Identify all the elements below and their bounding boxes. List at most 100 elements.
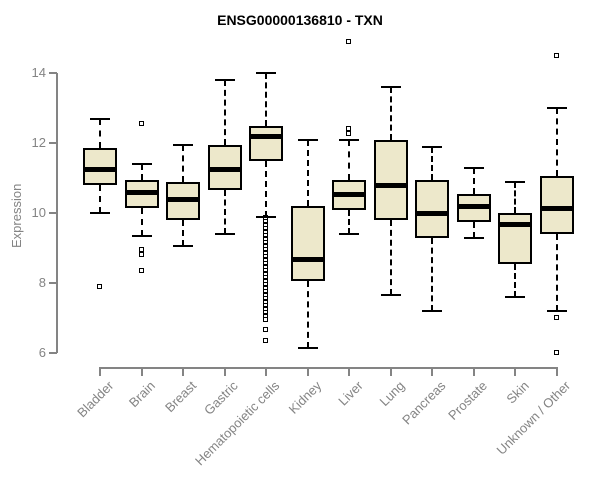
whisker-lower bbox=[389, 220, 392, 296]
whisker-cap-top bbox=[297, 138, 318, 141]
outlier-point bbox=[263, 215, 268, 221]
median-line bbox=[373, 183, 408, 188]
whisker-lower bbox=[182, 220, 184, 247]
x-axis-tick bbox=[140, 369, 143, 376]
outlier-point bbox=[263, 278, 268, 284]
outlier-point bbox=[263, 281, 268, 287]
outlier-point bbox=[346, 126, 351, 131]
y-axis-tick bbox=[48, 72, 57, 74]
outlier-point bbox=[263, 302, 268, 308]
box bbox=[290, 206, 325, 282]
outlier-point bbox=[263, 257, 268, 263]
whisker-upper bbox=[306, 139, 309, 206]
outlier-point bbox=[263, 264, 268, 270]
outlier-point bbox=[263, 292, 268, 298]
outlier-point bbox=[263, 274, 268, 280]
x-axis-tick bbox=[99, 369, 101, 376]
outlier-point bbox=[346, 38, 351, 44]
whisker-cap-top bbox=[90, 117, 110, 120]
outlier-point bbox=[263, 222, 268, 228]
whisker-lower bbox=[514, 263, 516, 297]
outlier-point bbox=[263, 225, 268, 231]
median-line bbox=[249, 134, 283, 139]
whisker-cap-bottom bbox=[463, 236, 484, 239]
whisker-lower bbox=[431, 237, 433, 311]
whisker-cap-top bbox=[463, 166, 484, 169]
category-label: Liver bbox=[335, 378, 366, 409]
whisker-upper bbox=[389, 87, 392, 140]
whisker-cap-top bbox=[422, 145, 442, 148]
box bbox=[415, 179, 449, 238]
box bbox=[498, 213, 532, 264]
outlier-point bbox=[263, 267, 268, 273]
whisker-upper bbox=[140, 164, 143, 180]
outlier-point bbox=[138, 120, 144, 126]
whisker-cap-top bbox=[214, 79, 235, 81]
outlier-point bbox=[553, 52, 559, 58]
box bbox=[83, 148, 117, 185]
whisker-cap-top bbox=[339, 138, 359, 141]
outlier-point bbox=[553, 315, 559, 320]
whisker-upper bbox=[472, 167, 475, 194]
whisker-cap-bottom bbox=[339, 233, 359, 235]
median-line bbox=[332, 191, 366, 197]
outlier-point bbox=[346, 131, 351, 137]
outlier-point bbox=[138, 246, 144, 252]
x-axis-tick bbox=[182, 369, 184, 376]
outlier-point bbox=[263, 306, 268, 312]
whisker-cap-bottom bbox=[173, 245, 193, 248]
outlier-point bbox=[263, 253, 268, 259]
box bbox=[373, 139, 408, 220]
outlier-point bbox=[263, 295, 268, 301]
box bbox=[539, 176, 574, 234]
whisker-cap-bottom bbox=[422, 310, 442, 312]
whisker-cap-top bbox=[173, 143, 193, 146]
whisker-upper bbox=[265, 73, 267, 126]
whisker-upper bbox=[182, 144, 184, 182]
category-label: Bladder bbox=[74, 378, 117, 421]
outlier-point bbox=[263, 250, 268, 256]
median-line bbox=[166, 197, 200, 202]
whisker-upper bbox=[431, 146, 433, 180]
outlier-point bbox=[263, 232, 268, 238]
x-axis-tick bbox=[223, 369, 226, 376]
x-axis-tick bbox=[389, 369, 392, 376]
x-axis-tick bbox=[555, 369, 558, 376]
outlier-point bbox=[263, 236, 268, 242]
x-axis-tick bbox=[265, 369, 267, 376]
outlier-point bbox=[263, 239, 268, 245]
median-line bbox=[539, 205, 574, 211]
whisker-lower bbox=[306, 281, 309, 348]
box bbox=[249, 125, 283, 161]
whisker-lower bbox=[348, 209, 350, 234]
whisker-upper bbox=[99, 118, 101, 149]
category-label: Brain bbox=[126, 378, 159, 411]
whisker-cap-top bbox=[380, 86, 401, 88]
y-axis-tick bbox=[48, 352, 57, 354]
y-tick-label: 14 bbox=[31, 65, 46, 80]
outlier-point bbox=[138, 267, 144, 273]
whisker-upper bbox=[514, 181, 516, 213]
median-line bbox=[124, 190, 159, 195]
whisker-cap-bottom bbox=[297, 346, 318, 349]
whisker-cap-bottom bbox=[380, 294, 401, 297]
y-axis-tick bbox=[48, 212, 57, 214]
outlier-point bbox=[263, 260, 268, 266]
y-tick-label: 10 bbox=[31, 205, 46, 220]
median-line bbox=[498, 221, 532, 227]
whisker-lower bbox=[223, 190, 226, 234]
whisker-upper bbox=[223, 80, 226, 145]
category-label: Pancreas bbox=[399, 378, 449, 428]
category-label: Kidney bbox=[285, 378, 325, 417]
whisker-cap-top bbox=[131, 163, 152, 165]
outlier-point bbox=[263, 316, 268, 322]
category-label: Lung bbox=[376, 378, 408, 410]
outlier-point bbox=[263, 309, 268, 315]
whisker-cap-top bbox=[546, 107, 567, 109]
whisker-cap-bottom bbox=[131, 234, 152, 237]
x-axis-line bbox=[98, 367, 558, 369]
category-label: Gastric bbox=[201, 378, 242, 418]
outlier-point bbox=[263, 246, 268, 252]
